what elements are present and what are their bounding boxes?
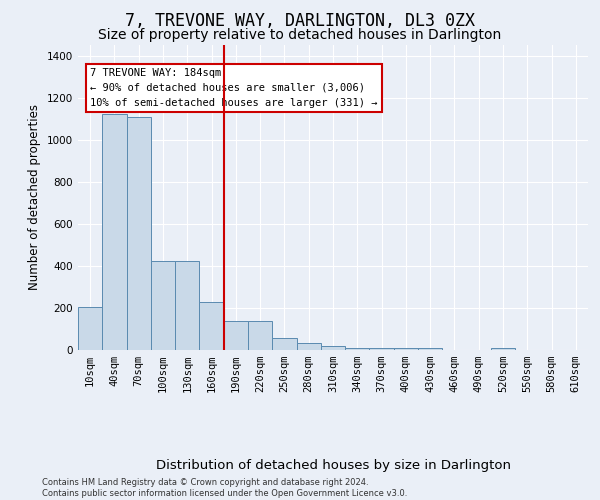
X-axis label: Distribution of detached houses by size in Darlington: Distribution of detached houses by size … (155, 459, 511, 472)
Bar (272, 338, 296, 350)
Text: 7 TREVONE WAY: 184sqm
← 90% of detached houses are smaller (3,006)
10% of semi-d: 7 TREVONE WAY: 184sqm ← 90% of detached … (90, 68, 377, 108)
Bar (151, 260, 175, 350)
Bar (370, 348, 394, 350)
Bar (248, 320, 272, 350)
Bar (394, 348, 418, 350)
Bar (345, 348, 370, 350)
Bar (175, 260, 199, 350)
Text: Size of property relative to detached houses in Darlington: Size of property relative to detached ho… (98, 28, 502, 42)
Y-axis label: Number of detached properties: Number of detached properties (28, 104, 41, 290)
Bar (78, 307, 102, 350)
Bar (296, 342, 321, 350)
Bar (224, 320, 248, 350)
Text: 7, TREVONE WAY, DARLINGTON, DL3 0ZX: 7, TREVONE WAY, DARLINGTON, DL3 0ZX (125, 12, 475, 30)
Bar (199, 302, 224, 350)
Text: Contains HM Land Registry data © Crown copyright and database right 2024.
Contai: Contains HM Land Registry data © Crown c… (42, 478, 407, 498)
Bar (491, 348, 515, 350)
Bar (102, 114, 127, 350)
Bar (321, 346, 345, 350)
Bar (127, 116, 151, 350)
Bar (418, 348, 442, 350)
